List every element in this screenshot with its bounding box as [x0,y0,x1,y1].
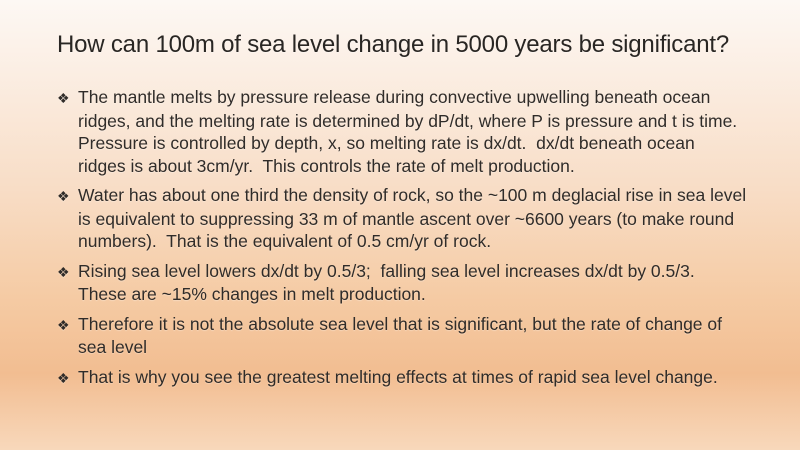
diamond-bullet-icon: ❖ [57,90,70,106]
diamond-bullet-icon: ❖ [57,369,70,386]
bullet-text: That is why you see the greatest melting… [78,366,718,387]
bullet-text: Therefore it is not the absolute sea lev… [78,313,727,358]
bullet-list: ❖ The mantle melts by pressure release du… [57,86,747,389]
bullet-text: The mantle melts by pressure release dur… [78,87,747,176]
bullet-item: ❖ Rising sea level lowers dx/dt by 0.5/3;… [57,260,747,306]
bullet-text: Water has about one third the density of… [78,185,752,251]
bullet-item: ❖ That is why you see the greatest meltin… [57,366,747,390]
slide-title: How can 100m of sea level change in 5000… [57,31,730,58]
diamond-bullet-icon: ❖ [57,188,70,204]
diamond-bullet-icon: ❖ [57,316,70,333]
bullet-item: ❖ The mantle melts by pressure release du… [57,86,747,177]
diamond-bullet-icon: ❖ [57,263,70,280]
bullet-item: ❖ Water has about one third the density o… [57,184,747,253]
bullet-item: ❖ Therefore it is not the absolute sea le… [57,313,747,359]
bullet-text: Rising sea level lowers dx/dt by 0.5/3; … [78,260,705,305]
